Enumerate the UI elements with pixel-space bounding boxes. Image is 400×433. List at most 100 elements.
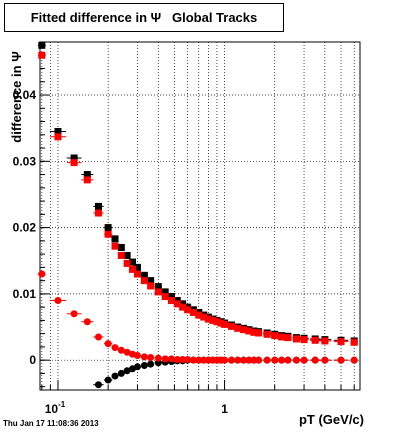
data-point-black-square <box>104 224 112 232</box>
data-point-red-square <box>200 313 208 321</box>
plot-border <box>39 41 361 391</box>
data-point-red-circle <box>337 356 345 364</box>
data-points <box>37 41 358 389</box>
data-point-black-square <box>54 127 62 135</box>
data-point-red-circle <box>133 352 141 360</box>
data-point-red-square <box>245 327 253 335</box>
data-point-red-square <box>337 338 345 346</box>
data-point-red-circle <box>195 356 203 364</box>
data-point-red-square <box>161 293 169 301</box>
data-point-red-circle <box>278 356 286 364</box>
data-point-red-square <box>54 133 62 141</box>
data-point-red-square <box>167 297 175 305</box>
data-point-red-square <box>311 336 319 344</box>
data-point-red-square <box>227 322 235 330</box>
data-point-red-square <box>94 209 102 217</box>
data-point-red-circle <box>292 356 300 364</box>
data-point-red-circle <box>147 354 155 362</box>
data-point-red-circle <box>255 356 263 364</box>
data-point-red-circle <box>54 297 62 305</box>
data-point-red-square <box>179 303 187 311</box>
axis-ticks: 0 0.01 0.02 0.03 0.04 10-1 1 <box>13 54 355 416</box>
data-point-red-circle <box>321 356 329 364</box>
data-point-red-square <box>271 332 279 340</box>
y-tick-label: 0.04 <box>13 88 37 102</box>
data-point-red-circle <box>184 356 192 364</box>
data-point-red-square <box>111 242 119 250</box>
data-point-red-square <box>213 318 221 326</box>
data-point-black-circle <box>123 367 131 375</box>
y-tick-label: 0 <box>29 353 36 367</box>
data-point-black-square <box>167 293 175 301</box>
data-point-black-square <box>161 288 169 296</box>
data-point-red-circle <box>123 348 131 356</box>
data-point-red-square <box>221 320 229 328</box>
data-point-red-circle <box>189 356 197 364</box>
data-point-black-circle <box>117 369 125 377</box>
data-point-black-square <box>83 171 91 179</box>
data-point-red-circle <box>38 270 46 278</box>
data-point-black-circle <box>94 381 102 389</box>
data-point-red-square <box>140 277 148 285</box>
data-point-red-circle <box>311 356 319 364</box>
data-point-red-square <box>284 334 292 342</box>
data-point-black-square <box>94 202 102 210</box>
data-point-red-square <box>217 319 225 327</box>
data-point-red-circle <box>83 318 91 326</box>
data-point-red-square <box>38 51 46 59</box>
data-point-black-square <box>111 235 119 243</box>
data-point-red-square <box>278 333 286 341</box>
data-point-black-square <box>128 258 136 266</box>
data-point-red-circle <box>263 356 271 364</box>
data-point-red-square <box>234 324 242 332</box>
data-point-red-circle <box>154 354 162 362</box>
data-point-red-square <box>70 159 78 167</box>
data-point-red-square <box>147 282 155 290</box>
data-point-black-circle <box>111 372 119 380</box>
data-point-black-circle <box>147 360 155 368</box>
data-point-red-square <box>133 270 141 278</box>
data-point-red-square <box>321 337 329 345</box>
data-point-red-square <box>83 176 91 184</box>
data-point-red-square <box>104 230 112 238</box>
data-point-red-square <box>240 326 248 334</box>
data-point-red-circle <box>221 356 229 364</box>
data-point-black-square <box>133 263 141 271</box>
data-point-red-circle <box>111 344 119 352</box>
data-point-red-circle <box>70 310 78 318</box>
chart-title: Fitted difference in Ψ Global Tracks <box>30 10 258 25</box>
data-point-red-square <box>263 330 271 338</box>
data-point-black-square <box>147 277 155 285</box>
data-point-red-square <box>195 311 203 319</box>
plot-frame <box>39 41 361 391</box>
data-point-red-circle <box>245 356 253 364</box>
data-point-red-square <box>209 316 217 324</box>
data-point-red-square <box>184 306 192 314</box>
data-point-red-square <box>123 259 131 267</box>
y-axis-label: difference in Ψ <box>9 51 24 143</box>
y-tick-label: 0.03 <box>13 154 37 168</box>
data-point-black-square <box>117 243 125 251</box>
data-point-black-square <box>154 283 162 291</box>
data-point-red-circle <box>350 356 358 364</box>
data-point-red-circle <box>117 346 125 354</box>
x-axis-label: pT (GeV/c) <box>298 412 364 427</box>
data-point-black-circle <box>104 376 112 384</box>
x-tick-label: 10-1 <box>45 400 66 416</box>
data-point-red-square <box>350 338 358 346</box>
x-tick-label: 1 <box>221 402 228 416</box>
data-point-red-square <box>128 265 136 273</box>
data-point-red-square <box>154 288 162 296</box>
data-point-red-circle <box>234 356 242 364</box>
data-point-red-square <box>189 308 197 316</box>
data-point-red-circle <box>161 355 169 363</box>
data-point-red-square <box>250 328 258 336</box>
data-point-red-circle <box>284 356 292 364</box>
data-point-red-square <box>117 251 125 259</box>
y-tick-label: 0.01 <box>13 287 37 301</box>
data-point-red-circle <box>173 356 181 364</box>
data-point-red-circle <box>140 353 148 361</box>
data-point-red-circle <box>94 333 102 341</box>
